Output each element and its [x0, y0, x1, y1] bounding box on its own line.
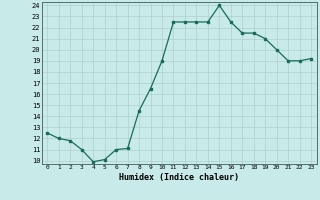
- X-axis label: Humidex (Indice chaleur): Humidex (Indice chaleur): [119, 173, 239, 182]
